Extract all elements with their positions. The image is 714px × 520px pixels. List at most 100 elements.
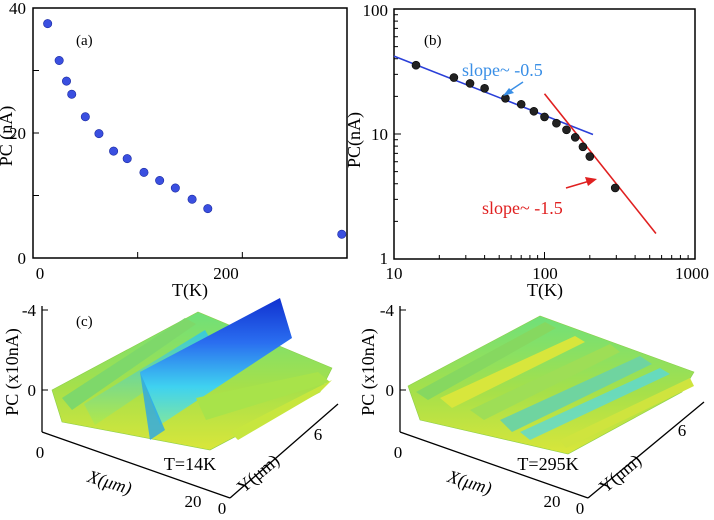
c-z-axis-label: PC (x10nA) bbox=[2, 328, 23, 416]
a-point-11 bbox=[187, 194, 197, 204]
c-temperature-annotation: T=14K bbox=[164, 454, 216, 474]
b-arrowhead-05 bbox=[503, 88, 514, 96]
panel-b-label: (b) bbox=[424, 33, 442, 49]
a-ytick-label-40: 40 bbox=[9, 0, 26, 18]
d-ztick-label-neg4: -4 bbox=[380, 301, 395, 320]
b-point-12 bbox=[585, 152, 595, 161]
a-point-7 bbox=[122, 154, 132, 164]
a-point-8 bbox=[139, 167, 149, 177]
d-ridge-2 bbox=[440, 336, 585, 408]
panel-b-points bbox=[411, 60, 620, 193]
a-x-axis-label: T(K) bbox=[172, 280, 208, 301]
d-ytick-label-6: 6 bbox=[678, 421, 687, 440]
c-x-axis bbox=[41, 431, 231, 499]
c-x-axis-label: X(μm) bbox=[84, 466, 134, 500]
d-ztick-label-0: 0 bbox=[386, 381, 395, 400]
b-arrowhead-15 bbox=[585, 177, 597, 186]
c-ridge-4 bbox=[230, 380, 332, 440]
a-point-13 bbox=[337, 229, 347, 239]
b-point-10 bbox=[570, 133, 580, 142]
a-point-12 bbox=[203, 204, 213, 214]
a-point-5 bbox=[94, 129, 104, 139]
panel-b: (b) 10 100 1000 1 10 100 T(K) PC(nA) slo… bbox=[344, 1, 709, 301]
c-surface bbox=[51, 298, 333, 451]
d-ridge-5 bbox=[520, 368, 670, 440]
b-xtick-label-10: 10 bbox=[386, 264, 403, 283]
d-surface bbox=[407, 315, 695, 455]
d-y-axis bbox=[587, 401, 705, 499]
b-xtick-label-100: 100 bbox=[532, 264, 558, 283]
c-y-axis bbox=[229, 403, 339, 499]
c-main-ridge bbox=[140, 298, 292, 425]
d-xtick-label-20: 20 bbox=[544, 492, 561, 511]
b-point-1 bbox=[449, 73, 459, 82]
panel-a: (a) 0 200 0 20 40 T(K) PC (nA) bbox=[0, 0, 348, 301]
b-y-axis-label: PC(nA) bbox=[344, 112, 365, 168]
c-main-ridge-side bbox=[140, 372, 165, 440]
d-x-axis-label: X(μm) bbox=[444, 466, 494, 500]
b-point-4 bbox=[501, 94, 510, 103]
d-ridge-6 bbox=[560, 378, 694, 448]
panel-b-ticks bbox=[393, 8, 696, 260]
c-ytick-label-6: 6 bbox=[314, 425, 323, 444]
b-ytick-label-100: 100 bbox=[363, 1, 389, 20]
d-ytick-label-0: 0 bbox=[576, 499, 585, 518]
panel-c: -4 0 PC (x10nA) (c) 0 20 0 6 X(μm) Y(μm)… bbox=[2, 298, 339, 518]
a-point-2 bbox=[61, 76, 71, 86]
c-ridge-1 bbox=[62, 318, 196, 410]
b-annotation-slope-05: slope~ -0.5 bbox=[462, 60, 543, 80]
panel-a-label: (a) bbox=[76, 33, 93, 49]
a-xtick-label-200: 200 bbox=[213, 264, 239, 283]
panel-a-ticks bbox=[32, 7, 348, 259]
a-point-6 bbox=[109, 146, 119, 156]
d-y-axis-label: Y(μm) bbox=[595, 450, 646, 497]
d-ridge-4 bbox=[500, 356, 652, 432]
c-xtick-label-0: 0 bbox=[36, 443, 45, 462]
a-xtick-label-0: 0 bbox=[36, 264, 45, 283]
a-point-4 bbox=[80, 112, 90, 122]
b-point-0 bbox=[411, 60, 421, 70]
a-point-9 bbox=[155, 176, 165, 186]
panel-a-points bbox=[43, 19, 347, 239]
a-point-10 bbox=[170, 183, 180, 193]
c-ridge-3 bbox=[196, 372, 330, 420]
panel-d: -4 0 PC (x10nA) 0 20 0 6 X(μm) Y(μm) T=2… bbox=[358, 301, 705, 518]
b-point-3 bbox=[480, 84, 489, 93]
b-point-2 bbox=[465, 79, 475, 88]
b-point-11 bbox=[578, 142, 588, 152]
b-point-7 bbox=[540, 112, 549, 122]
d-ridge-1 bbox=[416, 322, 556, 400]
panel-c-label: (c) bbox=[76, 314, 93, 330]
c-xtick-label-20: 20 bbox=[185, 492, 202, 511]
c-y-axis-label: Y(μm) bbox=[233, 450, 284, 497]
a-point-0 bbox=[43, 19, 53, 29]
b-xtick-label-1000: 1000 bbox=[675, 264, 709, 283]
d-temperature-annotation: T=295K bbox=[517, 454, 578, 474]
a-point-1 bbox=[54, 55, 64, 65]
c-ztick-label-0: 0 bbox=[28, 381, 37, 400]
b-point-8 bbox=[552, 118, 561, 128]
d-xtick-label-0: 0 bbox=[394, 443, 403, 462]
panel-a-tick-labels: 0 200 0 20 40 bbox=[9, 0, 239, 283]
b-point-13 bbox=[610, 183, 620, 193]
b-point-6 bbox=[529, 106, 539, 116]
d-ridge-3 bbox=[470, 344, 620, 420]
a-point-3 bbox=[67, 89, 77, 99]
b-x-axis-label: T(K) bbox=[527, 280, 563, 301]
panel-b-tick-labels: 10 100 1000 1 10 100 bbox=[363, 1, 710, 283]
d-x-axis bbox=[399, 431, 589, 499]
c-ytick-label-0: 0 bbox=[218, 499, 227, 518]
a-ytick-label-0: 0 bbox=[18, 249, 27, 268]
a-ytick-label-20: 20 bbox=[9, 124, 26, 143]
c-ztick-label-neg4: -4 bbox=[22, 301, 37, 320]
b-fit-line-1 bbox=[543, 93, 657, 234]
a-y-axis-label: PC (nA) bbox=[0, 106, 17, 167]
d-z-axis-label: PC (x10nA) bbox=[358, 328, 379, 416]
b-annotation-slope-15: slope~ -1.5 bbox=[482, 198, 563, 218]
b-point-9 bbox=[562, 125, 571, 135]
b-point-5 bbox=[516, 99, 526, 109]
b-ytick-label-10: 10 bbox=[371, 125, 388, 144]
b-ytick-label-1: 1 bbox=[380, 249, 389, 268]
